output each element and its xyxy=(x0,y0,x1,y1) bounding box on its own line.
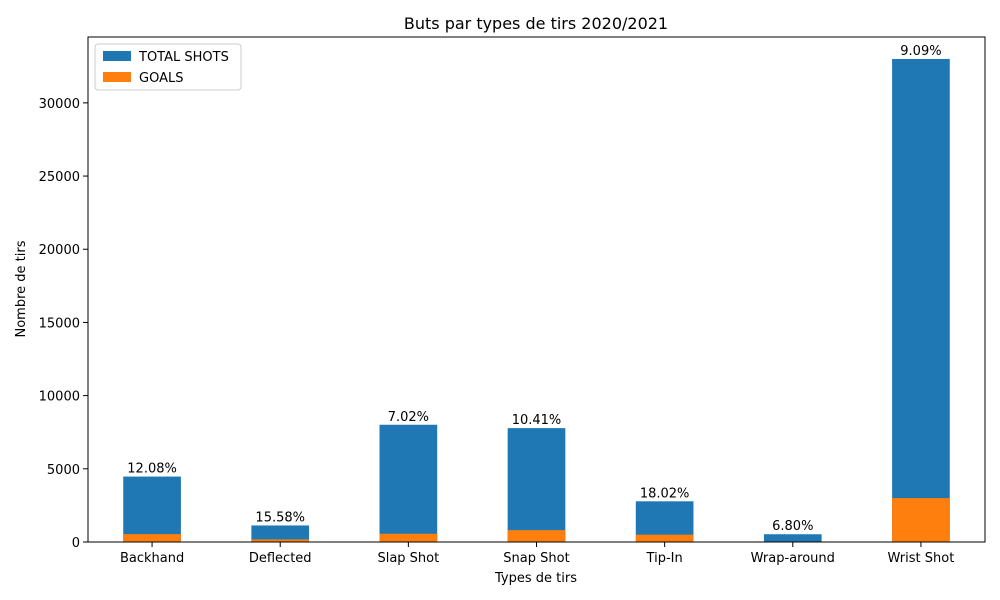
data-label-2: 7.02% xyxy=(388,410,429,425)
legend-swatch-goals xyxy=(103,72,131,82)
data-label-6: 9.09% xyxy=(900,44,941,59)
chart-title: Buts par types de tirs 2020/2021 xyxy=(404,14,668,33)
bar-goals-1 xyxy=(251,539,310,542)
y-tick-label-5: 25000 xyxy=(39,170,80,185)
x-tick-label-5: Wrap-around xyxy=(751,551,835,566)
bar-total-shots-0 xyxy=(123,476,181,542)
plot-frame xyxy=(87,36,986,543)
legend-swatch-total-shots xyxy=(103,51,131,61)
x-tick-label-1: Deflected xyxy=(249,551,312,566)
bar-goals-6 xyxy=(892,498,950,542)
y-tick-label-3: 15000 xyxy=(39,316,80,331)
y-tick-label-2: 10000 xyxy=(39,390,80,405)
y-axis: 0 5000 10000 15000 20000 25000 30000 xyxy=(39,97,88,551)
bar-total-shots-1 xyxy=(251,525,310,542)
legend-box xyxy=(94,43,242,91)
y-tick-label-4: 20000 xyxy=(39,243,80,258)
bar-total-shots-3 xyxy=(507,428,566,542)
y-tick-label-0: 0 xyxy=(72,536,80,551)
x-tick-label-2: Slap Shot xyxy=(377,551,439,566)
y-tick-label-1: 5000 xyxy=(47,463,80,478)
x-axis-label: Types de tirs xyxy=(494,571,577,586)
data-label-4: 18.02% xyxy=(640,486,690,501)
y-axis-label: Nombre de tirs xyxy=(14,240,29,337)
bar-goals-2 xyxy=(379,533,438,542)
y-tick-label-6: 30000 xyxy=(39,97,80,112)
x-tick-label-6: Wrist Shot xyxy=(888,551,955,566)
bar-total-shots-2 xyxy=(379,424,438,542)
bar-goals-4 xyxy=(635,534,694,542)
data-label-1: 15.58% xyxy=(255,510,305,525)
data-label-3: 10.41% xyxy=(512,413,562,428)
bar-total-shots-5 xyxy=(763,534,822,542)
x-tick-label-0: Backhand xyxy=(120,551,184,566)
legend-label-goals: GOALS xyxy=(139,71,183,86)
legend: TOTAL SHOTS GOALS xyxy=(94,43,242,91)
x-axis: Backhand Deflected Slap Shot Snap Shot Tip-I… xyxy=(120,542,954,566)
data-label-5: 6.80% xyxy=(772,519,813,534)
x-tick-label-4: Tip-In xyxy=(646,551,683,566)
bar-goals-0 xyxy=(123,534,181,542)
bar-total-shots-6 xyxy=(892,58,950,543)
bars-layer: 12.08% 15.58% 7.02% 10.41% 18.02% 6.80% 9.09% xyxy=(123,44,950,543)
legend-label-total-shots: TOTAL SHOTS xyxy=(138,50,229,65)
bar-goals-3 xyxy=(507,530,566,542)
x-tick-label-3: Snap Shot xyxy=(503,551,569,566)
data-label-0: 12.08% xyxy=(127,462,177,477)
